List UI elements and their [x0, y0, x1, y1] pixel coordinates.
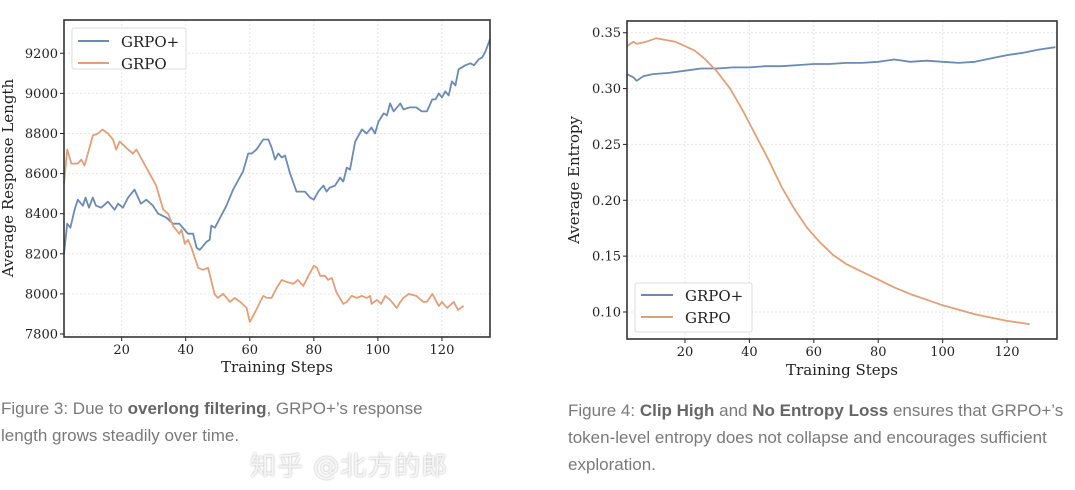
x-tick-label: 20 — [677, 345, 694, 360]
legend-label-grpo: GRPO — [685, 309, 731, 327]
x-axis-label: Training Steps — [221, 358, 333, 376]
caption-text: Figure 3: Due to — [1, 399, 128, 418]
y-tick-label: 0.10 — [592, 305, 621, 320]
gridlines — [64, 20, 490, 337]
x-tick-label: 40 — [741, 345, 758, 360]
entropy-chart: Training Steps Average Entropy GRPO+ GRP… — [565, 20, 1058, 379]
plot-frame — [626, 20, 1058, 340]
x-tick-label: 60 — [242, 343, 259, 358]
x-tick-label: 100 — [365, 343, 390, 358]
y-tick-label: 8400 — [25, 207, 58, 222]
figure-4-caption: Figure 4: Clip High and No Entropy Loss … — [568, 397, 1073, 478]
y-tick-label: 0.20 — [592, 194, 621, 209]
x-tick-label: 80 — [870, 345, 887, 360]
x-tick-label: 80 — [306, 343, 323, 358]
series-line-grpo — [626, 37, 1030, 326]
watermark: 知乎 @北方的郎 — [250, 452, 449, 482]
y-tick-label: 8000 — [25, 287, 58, 302]
y-tick-label: 0.15 — [592, 250, 621, 265]
caption-emphasis: No Entropy Loss — [752, 401, 889, 420]
y-tick-label: 8200 — [25, 247, 58, 262]
y-tick-label: 9200 — [25, 47, 58, 62]
series-line-grpo-plus — [626, 46, 1056, 82]
series-line-grpo — [63, 128, 465, 323]
x-tick-label: 100 — [930, 345, 955, 360]
caption-text: ensures that GRPO+’s token-level entropy… — [568, 401, 1064, 474]
y-tick-label: 9000 — [25, 87, 58, 102]
y-tick-label: 0.30 — [592, 82, 621, 97]
response-length-chart: Training Steps Average Response Length G… — [0, 19, 491, 376]
x-tick-label: 120 — [995, 345, 1020, 360]
y-tick-label: 8600 — [25, 167, 58, 182]
x-tick-label: 20 — [113, 343, 130, 358]
y-tick-label: 0.35 — [592, 26, 621, 41]
x-axis-label: Training Steps — [786, 361, 898, 379]
caption-text: Figure 4: — [568, 401, 640, 420]
x-tick-label: 40 — [177, 343, 194, 358]
caption-emphasis: overlong filtering — [127, 399, 267, 418]
y-tick-label: 0.25 — [592, 138, 621, 153]
x-tick-label: 120 — [430, 343, 455, 358]
y-tick-label: 8800 — [25, 127, 58, 142]
caption-text: and — [714, 401, 753, 420]
y-axis-label: Average Response Length — [0, 79, 17, 279]
plot-frame — [63, 19, 491, 338]
caption-emphasis: Clip High — [639, 401, 715, 420]
x-tick-label: 60 — [806, 345, 823, 360]
legend-label-grpo-plus: GRPO+ — [685, 287, 743, 305]
y-tick-label: 7800 — [25, 327, 58, 342]
figure-3-caption: Figure 3: Due to overlong filtering, GRP… — [1, 395, 471, 449]
series-line-grpo-plus — [63, 38, 491, 254]
legend: GRPO+ GRPO — [634, 282, 753, 333]
caption-text: , GRPO+’s response length grows steadily… — [1, 399, 423, 445]
legend-label-grpo: GRPO — [121, 55, 167, 73]
legend-label-grpo-plus: GRPO+ — [121, 33, 179, 51]
y-axis-label: Average Entropy — [565, 116, 583, 245]
legend: GRPO+ GRPO — [71, 27, 187, 73]
